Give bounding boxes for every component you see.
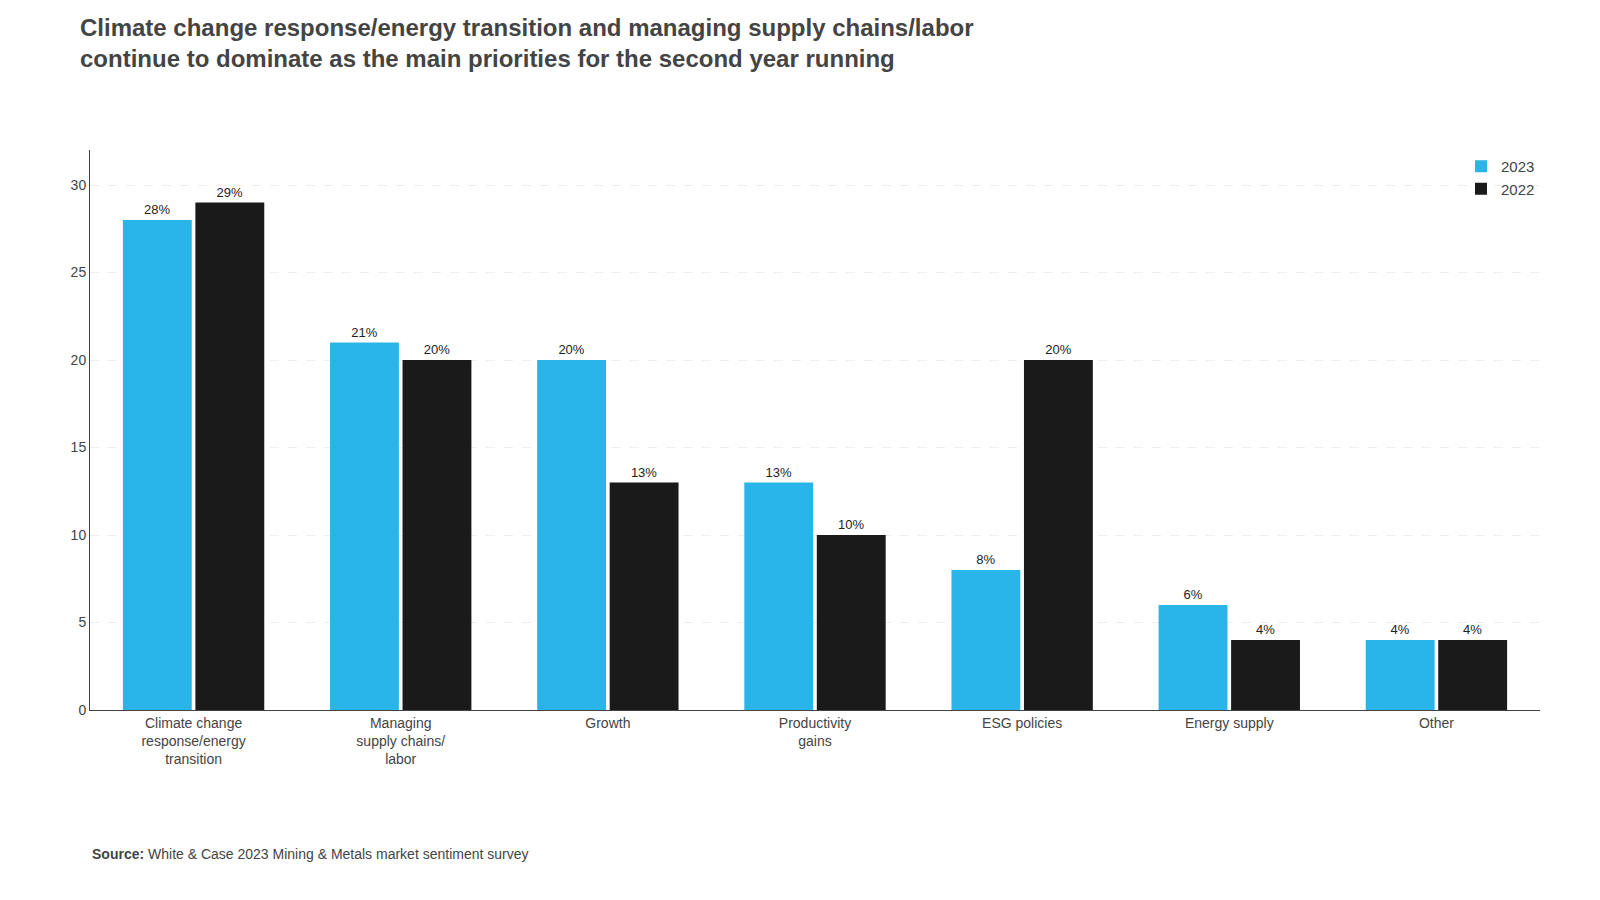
svg-text:6%: 6% [1183, 587, 1202, 602]
svg-text:8%: 8% [976, 552, 995, 567]
svg-text:4%: 4% [1463, 622, 1482, 637]
svg-text:5: 5 [78, 614, 86, 630]
svg-text:21%: 21% [351, 325, 377, 340]
svg-text:Energy supply: Energy supply [1185, 715, 1274, 731]
svg-text:2023: 2023 [1501, 158, 1534, 175]
svg-text:2022: 2022 [1501, 181, 1534, 198]
svg-text:10: 10 [71, 527, 87, 543]
svg-text:Managingsupply chains/labor: Managingsupply chains/labor [356, 715, 445, 767]
svg-text:0: 0 [78, 702, 86, 718]
svg-text:25: 25 [71, 264, 87, 280]
svg-text:10%: 10% [838, 517, 864, 532]
svg-text:28%: 28% [144, 202, 170, 217]
svg-text:20%: 20% [1045, 342, 1071, 357]
svg-text:4%: 4% [1391, 622, 1410, 637]
svg-text:Other: Other [1419, 715, 1454, 731]
svg-text:13%: 13% [631, 465, 657, 480]
svg-text:29%: 29% [217, 185, 243, 200]
svg-text:15: 15 [71, 439, 87, 455]
svg-text:ESG policies: ESG policies [982, 715, 1062, 731]
svg-text:20%: 20% [558, 342, 584, 357]
svg-text:Productivitygains: Productivitygains [779, 715, 851, 749]
svg-text:Climate change response/energy: Climate change response/energy transitio… [80, 14, 974, 72]
svg-text:Growth: Growth [585, 715, 630, 731]
svg-text:30: 30 [71, 177, 87, 193]
svg-text:Climate changeresponse/energyt: Climate changeresponse/energytransition [141, 715, 245, 767]
svg-text:20: 20 [71, 352, 87, 368]
svg-text:4%: 4% [1256, 622, 1275, 637]
svg-text:20%: 20% [424, 342, 450, 357]
svg-text:13%: 13% [766, 465, 792, 480]
svg-text:Source: White & Case 2023 Mini: Source: White & Case 2023 Mining & Metal… [92, 846, 529, 862]
